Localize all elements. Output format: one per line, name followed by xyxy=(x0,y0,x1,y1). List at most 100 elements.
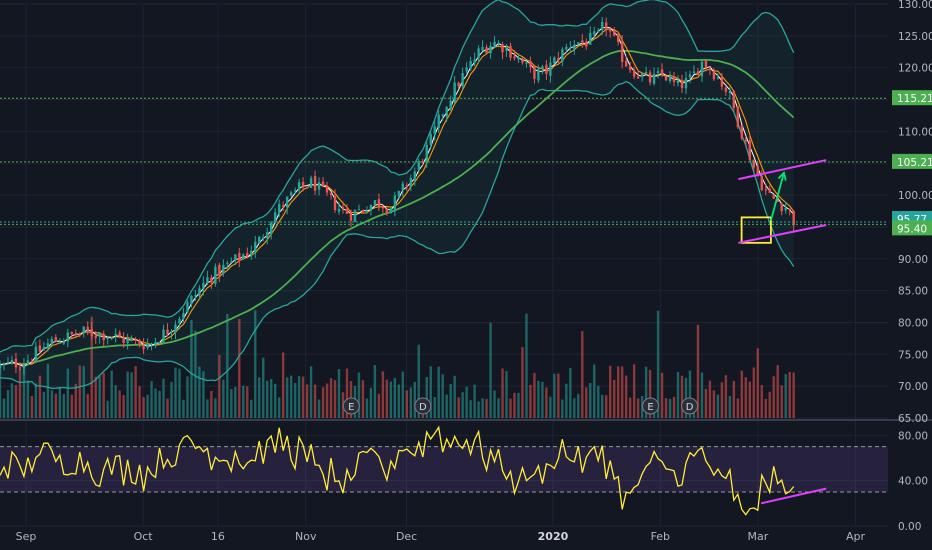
price-axis[interactable]: 130.00125.00120.00115.00110.00105.00100.… xyxy=(892,0,932,425)
volume-bar xyxy=(573,398,576,418)
volume-bar xyxy=(776,365,779,418)
candle-body xyxy=(573,44,576,50)
candle-body xyxy=(553,57,556,64)
rsi-trendline xyxy=(760,487,827,505)
rsi-axis[interactable]: 80.00 40.00 0.00 xyxy=(898,430,928,533)
volume-bar xyxy=(684,377,688,418)
volume-bar xyxy=(325,383,329,418)
candle-body xyxy=(613,30,616,36)
event-marker-label: D xyxy=(419,402,427,413)
candle-body xyxy=(393,195,397,210)
candle-body xyxy=(38,345,42,352)
candle-body xyxy=(62,341,66,344)
candle-body xyxy=(0,364,2,368)
candle-body xyxy=(453,82,456,102)
volume-bar xyxy=(305,384,309,418)
volume-bar xyxy=(234,386,237,418)
candle-body xyxy=(724,87,728,92)
volume-bar xyxy=(86,393,89,418)
volume-bar xyxy=(270,379,273,418)
volume-bar xyxy=(301,376,305,418)
volume-bar xyxy=(46,363,50,418)
volume-bar xyxy=(605,395,608,418)
candle-body xyxy=(413,171,416,180)
candle-body xyxy=(58,342,62,344)
candle-body xyxy=(289,192,293,196)
candle-body xyxy=(10,359,14,364)
candle-body xyxy=(317,182,321,190)
candle-body xyxy=(277,203,281,213)
rsi-tick-label: 80.00 xyxy=(898,430,928,442)
volume-bar xyxy=(313,384,317,418)
candle-body xyxy=(130,339,133,341)
candle-body xyxy=(30,361,34,363)
volume-bar xyxy=(365,398,369,418)
candle-body xyxy=(361,210,365,212)
rsi-pane xyxy=(0,425,888,527)
candle-body xyxy=(616,34,620,43)
candle-body xyxy=(688,74,692,78)
event-marker-label: E xyxy=(348,402,354,413)
volume-bar xyxy=(134,366,137,418)
candle-body xyxy=(605,22,608,30)
price-tick-label: 70.00 xyxy=(898,381,928,393)
volume-bar xyxy=(593,364,596,418)
candle-body xyxy=(186,302,189,313)
volume-bar xyxy=(501,368,504,418)
candle-body xyxy=(636,76,640,79)
volume-bar xyxy=(345,368,349,418)
candle-body xyxy=(676,79,680,84)
candle-body xyxy=(509,45,512,58)
candle-body xyxy=(581,40,584,43)
candle-body xyxy=(465,67,468,72)
volume-bar xyxy=(393,377,397,418)
candle-body xyxy=(178,318,181,324)
candle-body xyxy=(469,60,472,69)
time-axis[interactable]: Sep Oct 16 Nov Dec 2020 Feb Mar Apr xyxy=(16,530,866,543)
volume-bar xyxy=(585,387,588,418)
volume-bar xyxy=(258,377,261,418)
volume-bar xyxy=(449,384,452,418)
volume-bar xyxy=(42,391,46,418)
candle-body xyxy=(365,212,369,214)
candle-body xyxy=(325,186,329,193)
volume-bar xyxy=(401,371,405,418)
candle-body xyxy=(533,65,536,79)
candle-body xyxy=(329,192,333,195)
candle-body xyxy=(341,207,345,209)
candle-body xyxy=(22,364,26,369)
volume-bar xyxy=(38,375,42,418)
ema-mid-line xyxy=(0,28,795,366)
volume-bar xyxy=(704,389,708,418)
volume-bar xyxy=(469,400,472,418)
volume-bar xyxy=(489,322,492,418)
candle-body xyxy=(357,209,361,211)
volume-bar xyxy=(656,310,660,418)
candle-body xyxy=(337,208,341,212)
volume-bar xyxy=(0,366,2,418)
candle-body xyxy=(720,77,724,87)
candle-body xyxy=(26,360,30,365)
volume-bar xyxy=(58,386,62,418)
volume-bar xyxy=(565,383,568,418)
candle-body xyxy=(417,161,420,170)
horizontal-levels[interactable] xyxy=(0,97,888,225)
volume-bar xyxy=(186,376,189,418)
candle-body xyxy=(174,324,177,333)
time-tick-label: Feb xyxy=(651,530,670,543)
candle-body xyxy=(425,144,428,163)
candle-body xyxy=(102,333,105,341)
volume-bar xyxy=(425,376,428,418)
drawings[interactable] xyxy=(738,159,827,244)
volume-bar xyxy=(417,344,420,418)
candle-body xyxy=(297,182,301,190)
volume-bar xyxy=(162,378,165,418)
time-tick-label: Mar xyxy=(748,530,769,543)
volume-bar xyxy=(70,394,73,418)
volume-bar xyxy=(78,365,81,418)
volume-bar xyxy=(146,394,149,418)
volume-bar xyxy=(18,369,22,418)
volume-bar xyxy=(744,377,748,418)
